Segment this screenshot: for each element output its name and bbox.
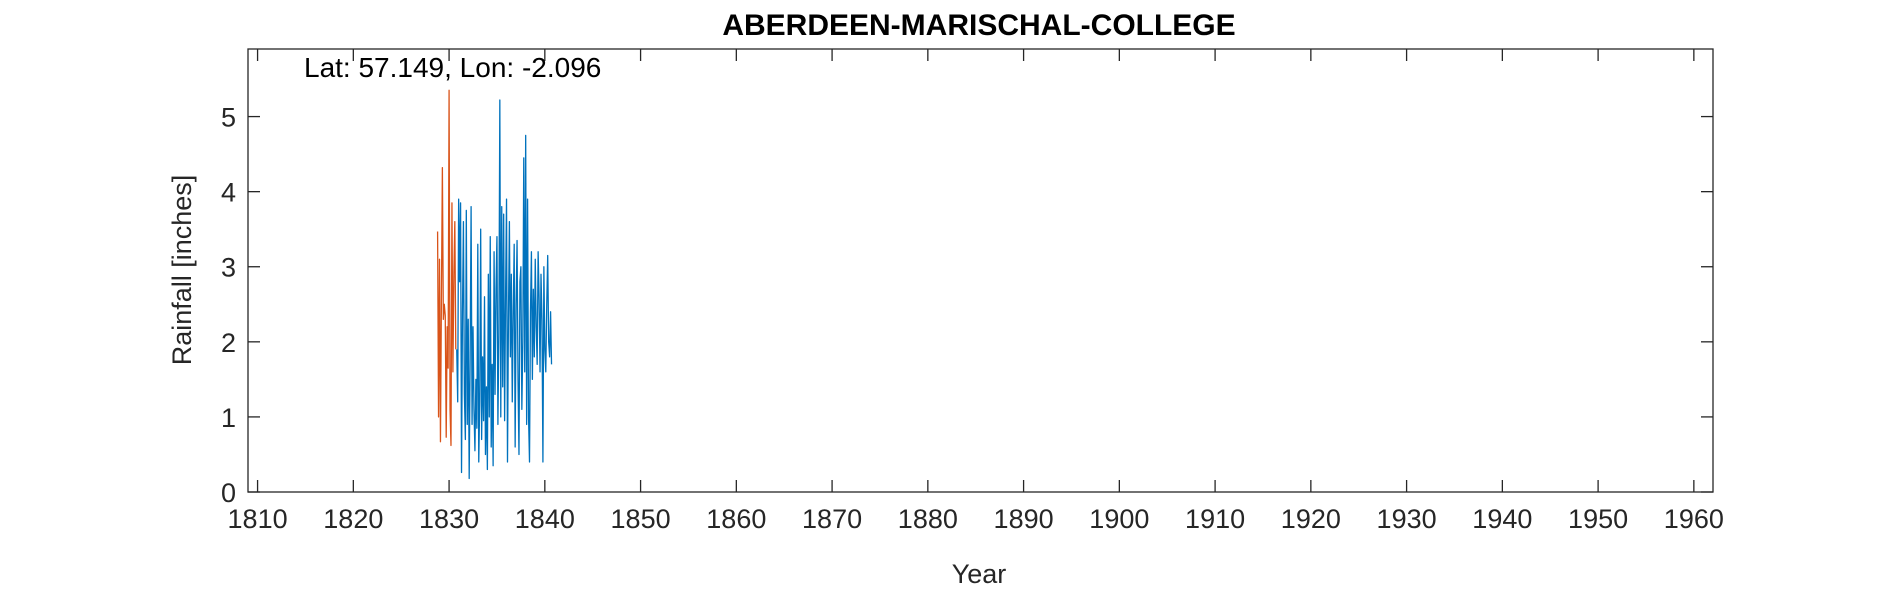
location-annotation: Lat: 57.149, Lon: -2.096 (304, 52, 601, 83)
y-tick-label: 2 (221, 328, 236, 358)
y-axis: 0 1 2 3 4 5 (221, 103, 1713, 508)
x-tick-label: 1820 (323, 504, 383, 534)
y-tick-label: 4 (221, 178, 236, 208)
x-tick-label: 1910 (1185, 504, 1245, 534)
x-tick-label: 1920 (1281, 504, 1341, 534)
x-tick-label: 1810 (228, 504, 288, 534)
y-tick-label: 3 (221, 253, 236, 283)
x-tick-label: 1960 (1664, 504, 1724, 534)
x-axis-label: Year (952, 559, 1007, 589)
y-axis-label: Rainfall [inches] (167, 175, 197, 366)
axes-frame (247, 48, 1714, 493)
x-tick-label: 1930 (1377, 504, 1437, 534)
series-line-0 (436, 89, 457, 447)
x-tick-label: 1950 (1568, 504, 1628, 534)
x-axis: 1810 1820 1830 1840 1850 1860 1870 1880 1890 1900… (228, 49, 1724, 534)
series-layer (436, 89, 553, 480)
x-tick-label: 1850 (611, 504, 671, 534)
x-tick-label: 1860 (706, 504, 766, 534)
x-tick-label: 1840 (515, 504, 575, 534)
series-line-1 (456, 99, 553, 480)
x-tick-label: 1900 (1089, 504, 1149, 534)
x-tick-label: 1870 (802, 504, 862, 534)
chart-title: ABERDEEN-MARISCHAL-COLLEGE (722, 9, 1235, 42)
x-tick-label: 1830 (419, 504, 479, 534)
x-tick-label: 1890 (994, 504, 1054, 534)
y-tick-label: 1 (221, 403, 236, 433)
plot-area: 1810 1820 1830 1840 1850 1860 1870 1880 1890 1900… (221, 48, 1724, 534)
y-tick-label: 0 (221, 478, 236, 508)
x-tick-label: 1940 (1472, 504, 1532, 534)
x-tick-label: 1880 (898, 504, 958, 534)
y-tick-label: 5 (221, 103, 236, 133)
